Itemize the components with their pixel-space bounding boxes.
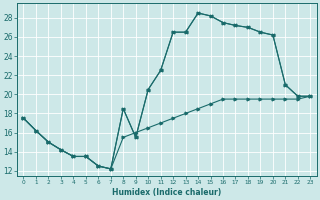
X-axis label: Humidex (Indice chaleur): Humidex (Indice chaleur)	[112, 188, 221, 197]
